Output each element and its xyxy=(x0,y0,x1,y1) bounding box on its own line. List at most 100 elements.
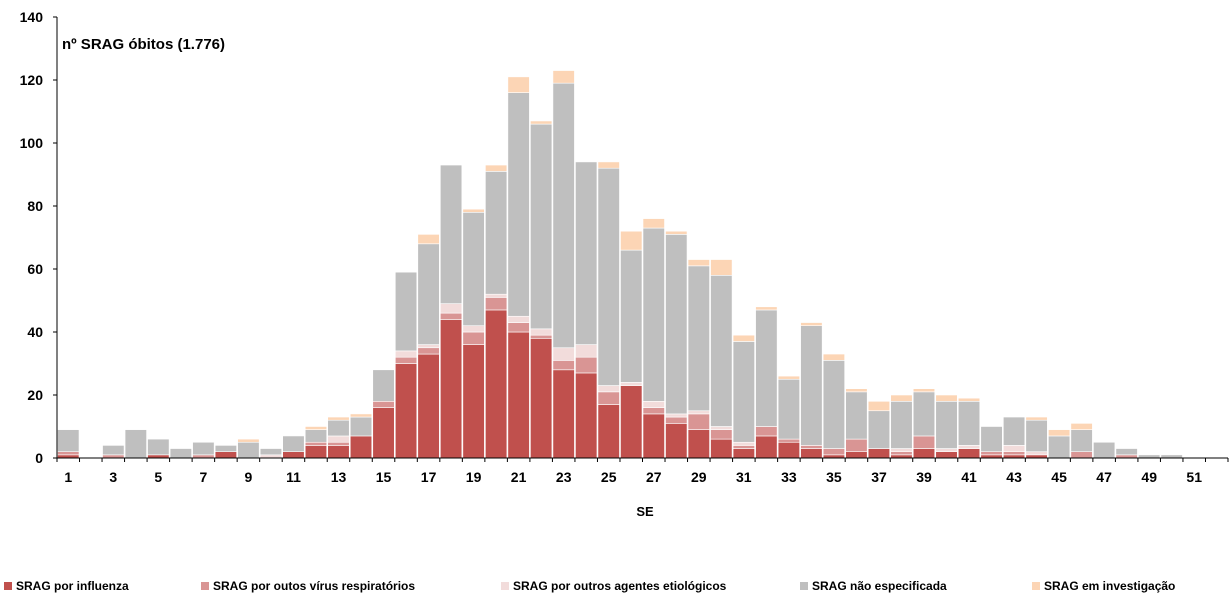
bar-se12-series1 xyxy=(304,441,328,446)
bar-se20-series3 xyxy=(485,171,508,295)
bar-se19-series1 xyxy=(462,331,485,345)
bar-se14-series4 xyxy=(349,413,373,418)
bar-se19-series3 xyxy=(462,212,485,327)
bar-se17-series1 xyxy=(417,347,440,355)
bar-se5-series3 xyxy=(147,438,170,456)
x-tick-label: 37 xyxy=(871,469,887,485)
bar-se34-series1 xyxy=(800,445,823,449)
bar-se37-series4 xyxy=(867,400,891,412)
bar-se41-series4 xyxy=(957,397,981,402)
bar-se28-series3 xyxy=(665,234,688,415)
bar-se42-series3 xyxy=(980,426,1003,453)
bar-se31-series2 xyxy=(732,441,755,446)
x-tick-label: 19 xyxy=(466,469,482,485)
x-tick-label: 9 xyxy=(245,469,253,485)
bar-se29-series0 xyxy=(687,429,710,459)
legend-swatch xyxy=(501,582,509,590)
bar-se24-series2 xyxy=(575,344,598,358)
bar-se32-series0 xyxy=(755,435,778,459)
bar-se8-series3 xyxy=(214,445,237,452)
bar-se15-series0 xyxy=(372,407,395,459)
x-tick-label: 23 xyxy=(556,469,572,485)
bar-se12-series3 xyxy=(304,429,328,443)
bar-se39-series4 xyxy=(912,388,936,393)
bar-se20-series4 xyxy=(485,164,508,172)
bar-se38-series2 xyxy=(890,448,913,452)
bar-se19-series2 xyxy=(462,325,485,333)
bar-se27-series4 xyxy=(642,218,665,229)
bar-se14-series0 xyxy=(349,435,373,459)
bar-se28-series4 xyxy=(665,230,688,235)
bar-se43-series1 xyxy=(1003,451,1026,456)
bar-se26-series0 xyxy=(620,385,643,459)
bar-se3-series3 xyxy=(102,445,125,456)
legend-item: SRAG não especificada xyxy=(800,579,947,593)
x-tick-label: 5 xyxy=(154,469,162,485)
bar-se26-series2 xyxy=(620,382,643,386)
bar-se44-series3 xyxy=(1025,419,1048,453)
bar-se25-series3 xyxy=(597,167,620,386)
y-tick-label: 80 xyxy=(27,198,43,214)
bar-se28-series1 xyxy=(665,416,688,424)
bar-se6-series3 xyxy=(169,448,192,459)
bar-se30-series0 xyxy=(710,438,733,459)
y-ticks: 0 20 40 60 80 100 120 140 xyxy=(20,9,57,466)
bar-se40-series2 xyxy=(935,448,958,452)
bar-se13-series0 xyxy=(327,445,350,459)
bar-se32-series1 xyxy=(755,426,778,437)
bar-se35-series1 xyxy=(822,448,845,456)
srag-deaths-chart: nº SRAG óbitos (1.776) 02040608010012014… xyxy=(20,9,1229,519)
legend-swatch xyxy=(1032,582,1040,590)
bar-se24-series0 xyxy=(575,372,598,459)
bar-se25-series1 xyxy=(597,391,620,405)
bar-se25-series2 xyxy=(597,385,620,393)
bar-se40-series0 xyxy=(935,451,958,459)
bar-se22-series0 xyxy=(530,337,553,459)
bar-se17-series0 xyxy=(417,353,440,459)
bar-se46-series3 xyxy=(1070,429,1093,452)
x-tick-label: 17 xyxy=(421,469,437,485)
bar-se33-series3 xyxy=(777,378,800,440)
bar-se20-series0 xyxy=(485,309,508,459)
x-tick-label: 35 xyxy=(826,469,842,485)
bar-se43-series2 xyxy=(1003,445,1026,452)
x-tick-label: 3 xyxy=(109,469,117,485)
bar-se21-series4 xyxy=(507,76,530,93)
bar-se39-series3 xyxy=(912,391,936,437)
bar-se25-series0 xyxy=(597,404,620,459)
bar-se1-series3 xyxy=(57,429,80,452)
legend-label: SRAG por outros agentes etiológicos xyxy=(513,579,727,593)
bar-se25-series4 xyxy=(597,161,620,169)
bar-se19-series4 xyxy=(462,208,485,213)
bar-se12-series4 xyxy=(304,426,328,430)
bar-se16-series3 xyxy=(394,271,418,352)
legend-item: SRAG por outos vírus respiratórios xyxy=(201,579,415,593)
y-tick-label: 20 xyxy=(27,387,43,403)
bar-se18-series2 xyxy=(440,303,463,314)
bar-se23-series3 xyxy=(552,82,575,349)
bar-se32-series3 xyxy=(755,309,778,427)
bar-se22-series3 xyxy=(530,123,553,330)
bar-se38-series4 xyxy=(890,394,913,402)
bar-se15-series3 xyxy=(372,369,395,402)
bar-se30-series2 xyxy=(710,426,733,430)
bar-se26-series4 xyxy=(620,230,643,251)
bar-se29-series2 xyxy=(687,410,710,415)
bar-se12-series0 xyxy=(304,445,328,459)
legend-swatch xyxy=(4,582,12,590)
bar-se22-series4 xyxy=(530,120,553,125)
bar-se34-series3 xyxy=(800,325,823,446)
bar-se7-series3 xyxy=(192,441,215,456)
bar-se44-series4 xyxy=(1025,416,1048,421)
x-tick-label: 51 xyxy=(1186,469,1202,485)
bar-se18-series0 xyxy=(440,319,463,459)
bar-se13-series3 xyxy=(327,419,350,437)
bar-se41-series0 xyxy=(957,448,981,459)
bar-se23-series4 xyxy=(552,70,575,84)
bar-se38-series3 xyxy=(890,400,913,449)
bar-se34-series4 xyxy=(800,322,823,326)
y-tick-label: 0 xyxy=(35,450,43,466)
bar-se23-series2 xyxy=(552,347,575,361)
bar-se36-series4 xyxy=(845,388,868,393)
bar-se39-series1 xyxy=(912,435,936,449)
